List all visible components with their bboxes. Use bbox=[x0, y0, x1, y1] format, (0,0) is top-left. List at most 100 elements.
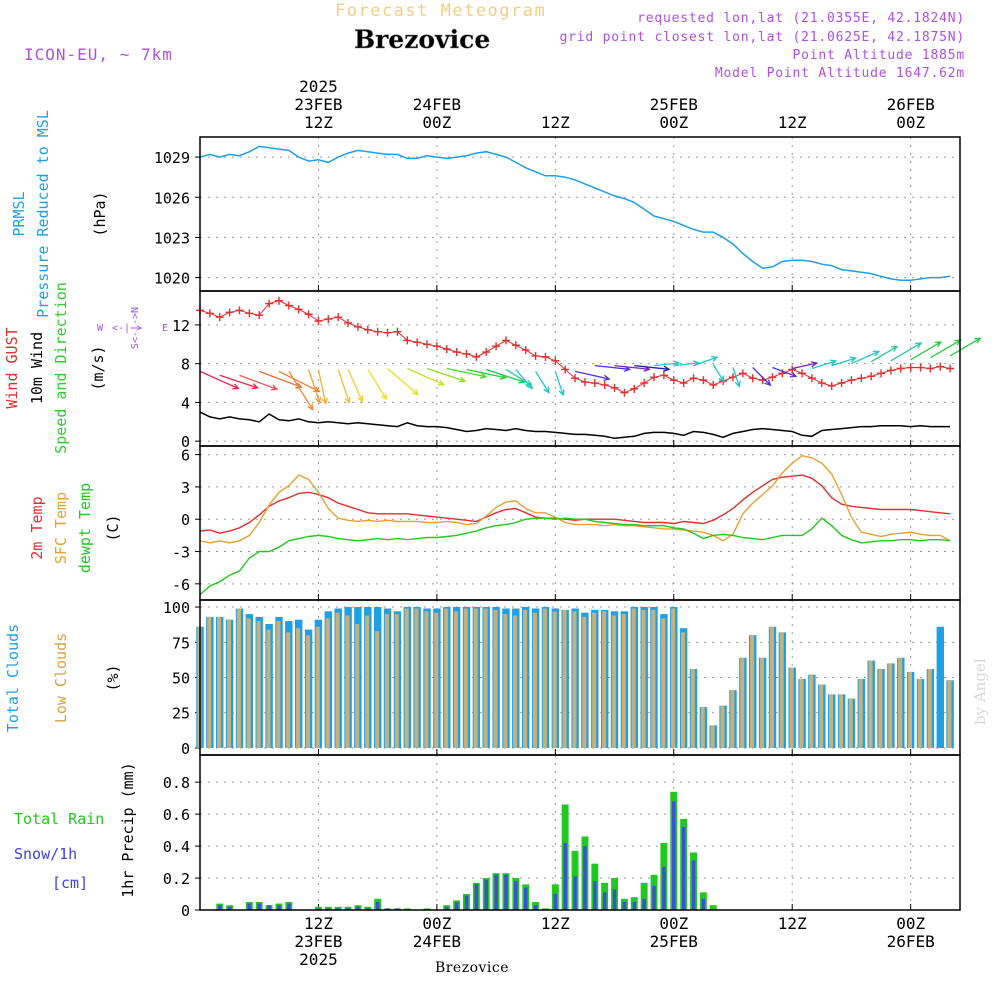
low-cloud-bar bbox=[641, 609, 646, 748]
y-tick-label: -6 bbox=[172, 576, 190, 594]
snow-bar bbox=[652, 886, 656, 910]
snow-bar bbox=[346, 908, 350, 910]
top-tick-label: 00Z bbox=[896, 113, 925, 132]
low-cloud-bar bbox=[661, 618, 666, 748]
gust-mark bbox=[284, 301, 293, 310]
wind-arrow bbox=[367, 369, 388, 401]
point-altitude: Point Altitude 1885m bbox=[792, 48, 965, 63]
wind-arrow bbox=[239, 374, 279, 391]
low-cloud-bar bbox=[335, 612, 340, 748]
snow-bar bbox=[227, 906, 232, 910]
model-altitude: Model Point Altitude 1647.62m bbox=[715, 66, 965, 81]
snow-bar bbox=[326, 908, 331, 910]
snow-bar bbox=[445, 906, 449, 910]
low-cloud-bar bbox=[819, 684, 824, 748]
low-cloud-bar bbox=[266, 629, 271, 748]
y-tick-label: 0 bbox=[181, 433, 190, 451]
y-tick-label: -3 bbox=[172, 544, 190, 562]
y-tick-label: 25 bbox=[172, 705, 190, 723]
top-tick-label: 12Z bbox=[304, 113, 333, 132]
low-cloud-bar bbox=[473, 608, 478, 748]
wind-arrow bbox=[732, 367, 741, 388]
panel-label: dewpt Temp bbox=[76, 483, 94, 573]
y-tick-label: 1026 bbox=[154, 189, 190, 207]
gust-mark bbox=[531, 351, 540, 360]
low-cloud-bar bbox=[296, 628, 301, 748]
wind-arrow bbox=[199, 370, 240, 390]
wind-arrow bbox=[407, 367, 446, 386]
low-cloud-bar bbox=[888, 663, 893, 748]
snow-bar bbox=[622, 902, 627, 910]
low-cloud-bar bbox=[217, 616, 222, 748]
bottom-tick-label: 12Z bbox=[778, 914, 807, 933]
bottom-tick-label: 24FEB bbox=[413, 932, 461, 951]
panel-label: (%) bbox=[104, 664, 122, 691]
wind-arrow bbox=[515, 369, 534, 390]
snow-bar bbox=[524, 887, 528, 910]
gust-mark bbox=[936, 362, 945, 371]
bottom-tick-label: 26FEB bbox=[887, 932, 935, 951]
grid-point-coords: grid point closest lon,lat (21.0625E, 42… bbox=[560, 30, 965, 45]
low-cloud-bar bbox=[927, 669, 932, 748]
wind-arrow bbox=[634, 364, 671, 372]
snow-bar bbox=[602, 892, 607, 910]
y-tick-label: 1023 bbox=[154, 229, 190, 247]
low-cloud-bar bbox=[779, 632, 784, 748]
wind-arrow bbox=[446, 367, 488, 379]
compass-e: E bbox=[162, 323, 168, 334]
compass: W <-|-> E S<-|->N bbox=[97, 307, 168, 349]
gust-mark bbox=[205, 309, 214, 318]
gust-mark bbox=[344, 318, 353, 327]
gust-mark bbox=[877, 369, 886, 378]
low-cloud-bar bbox=[898, 657, 903, 748]
low-cloud-bar bbox=[621, 614, 626, 748]
snow-bar bbox=[514, 881, 518, 910]
low-cloud-bar bbox=[345, 615, 350, 748]
low-cloud-bar bbox=[720, 705, 725, 748]
wind-arrow bbox=[811, 359, 838, 370]
gust-mark bbox=[462, 349, 471, 358]
gust-mark bbox=[817, 379, 826, 388]
wind-arrow bbox=[535, 371, 550, 394]
low-cloud-bar bbox=[226, 619, 231, 748]
gust-mark bbox=[482, 348, 491, 357]
snow-bar bbox=[395, 908, 400, 910]
gust-mark bbox=[551, 356, 560, 365]
temp-line-dew bbox=[199, 517, 951, 596]
gust-mark bbox=[501, 336, 510, 345]
speed-line bbox=[199, 411, 951, 440]
snow-bar bbox=[218, 905, 222, 910]
wind-arrow bbox=[387, 368, 420, 396]
total-cloud-bar bbox=[936, 626, 944, 748]
top-tick-label: 12Z bbox=[541, 113, 570, 132]
forecast-title: Forecast Meteogram bbox=[335, 1, 546, 21]
panel-label: (C) bbox=[104, 514, 122, 541]
low-cloud-bar bbox=[750, 635, 755, 748]
wind-arrow bbox=[554, 371, 565, 397]
panel-label: 1hr Precip (mm) bbox=[119, 762, 137, 897]
gust-mark bbox=[571, 374, 580, 383]
low-cloud-bar bbox=[414, 608, 419, 748]
low-cloud-bar bbox=[789, 667, 794, 748]
snow-bar bbox=[533, 905, 538, 910]
gust-mark bbox=[432, 342, 441, 351]
low-cloud-bar bbox=[355, 624, 360, 748]
low-cloud-bar bbox=[207, 616, 212, 748]
y-tick-label: 0 bbox=[181, 511, 190, 529]
snow-bar bbox=[316, 908, 321, 910]
top-tick-label: 24FEB bbox=[413, 95, 461, 114]
gust-mark bbox=[452, 348, 461, 357]
snow-bar bbox=[336, 908, 340, 910]
gust-mark bbox=[689, 374, 698, 383]
low-cloud-bar bbox=[592, 612, 597, 748]
bottom-tick-label: 00Z bbox=[422, 914, 451, 933]
low-cloud-bar bbox=[542, 608, 547, 748]
gust-mark bbox=[768, 373, 777, 382]
bottom-tick-label: 23FEB bbox=[294, 932, 342, 951]
snow-bar bbox=[632, 902, 637, 910]
low-cloud-bar bbox=[463, 608, 468, 748]
gust-mark bbox=[363, 325, 372, 334]
snow-unit-label: [cm] bbox=[52, 874, 88, 892]
compass-we: <-|-> bbox=[112, 323, 142, 334]
